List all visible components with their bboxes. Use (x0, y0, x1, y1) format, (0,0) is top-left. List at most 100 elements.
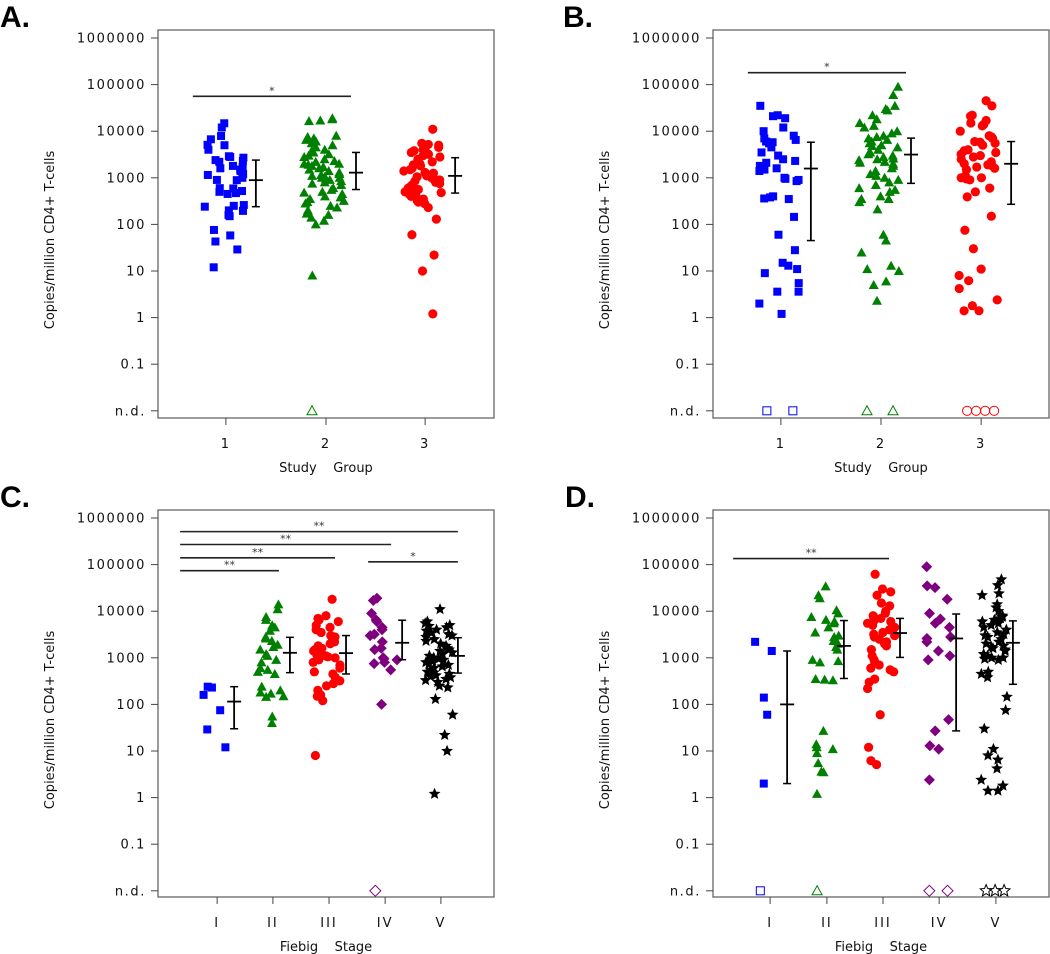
data-point (992, 784, 1004, 796)
data-point (986, 211, 996, 221)
series-IV (364, 592, 410, 898)
x-tick-label: 1 (221, 437, 231, 452)
data-point (220, 119, 229, 128)
data-point (945, 631, 957, 643)
data-point (301, 134, 312, 144)
data-point (755, 299, 764, 308)
data-point (874, 660, 884, 670)
data-point (970, 187, 980, 197)
plot-frame (712, 29, 1050, 419)
data-point (990, 138, 1000, 148)
data-point (371, 616, 383, 628)
y-tick-label: n.d. (670, 884, 701, 899)
data-point (991, 762, 1003, 774)
data-point (875, 191, 886, 201)
data-point (889, 667, 899, 677)
data-point (325, 639, 335, 649)
data-point (976, 173, 987, 183)
data-point (833, 656, 844, 666)
data-point (876, 598, 886, 608)
data-point (965, 111, 976, 121)
data-point (434, 142, 444, 152)
data-point (433, 679, 446, 691)
data-point (299, 187, 310, 197)
data-point (759, 693, 768, 702)
not-detected-point (980, 405, 991, 416)
data-point (399, 166, 409, 176)
data-point (261, 691, 272, 701)
data-point (966, 118, 976, 128)
data-point (310, 750, 321, 761)
data-point (883, 194, 894, 204)
series-I (199, 682, 242, 752)
data-point (868, 120, 879, 130)
data-point (818, 725, 829, 735)
series-I (751, 637, 795, 896)
data-point (892, 126, 903, 136)
data-point (224, 206, 233, 215)
data-point (231, 189, 240, 198)
data-point (982, 784, 994, 796)
data-point (366, 607, 378, 619)
data-point (435, 152, 445, 162)
data-point (762, 158, 771, 167)
data-point (881, 641, 892, 651)
data-point (238, 187, 247, 196)
data-point (431, 214, 441, 224)
data-point (271, 654, 282, 664)
y-tick-label: 100 (671, 218, 701, 233)
data-point (333, 616, 343, 627)
data-point (829, 631, 840, 641)
data-point (870, 569, 880, 579)
data-point (999, 704, 1012, 716)
data-point (881, 235, 892, 245)
data-point (238, 156, 247, 165)
data-point (441, 681, 454, 693)
data-point (229, 184, 238, 193)
data-point (199, 690, 208, 699)
data-point (871, 295, 882, 305)
x-tick-label: 2 (321, 437, 331, 452)
data-point (429, 692, 442, 705)
data-point (306, 138, 317, 148)
data-point (446, 646, 459, 658)
data-point (265, 688, 276, 698)
data-point (977, 121, 987, 131)
y-axis-title: Copies/million CD4+ T-cells (43, 151, 58, 330)
data-point (423, 657, 435, 669)
data-point (818, 767, 829, 777)
y-tick-label: 1000000 (77, 32, 146, 47)
data-point (820, 581, 831, 591)
data-point (314, 163, 325, 173)
data-point (220, 141, 229, 150)
data-point (944, 650, 956, 662)
data-point (255, 644, 266, 654)
data-point (923, 774, 935, 786)
data-point (784, 195, 793, 204)
panel-letter: A. (0, 1, 30, 34)
data-point (256, 681, 267, 691)
y-tick-label: 10 (126, 265, 146, 280)
x-tick-label: II (821, 916, 833, 931)
data-point (275, 685, 286, 695)
data-point (871, 170, 882, 180)
data-point (814, 593, 825, 603)
data-point (332, 202, 343, 212)
significance-label: ** (224, 559, 236, 572)
series-3 (399, 124, 463, 319)
series-2 (854, 81, 918, 416)
data-point (773, 287, 782, 296)
not-detected-point (971, 405, 982, 416)
data-point (833, 608, 844, 618)
significance-label: ** (280, 532, 292, 545)
data-point (806, 612, 817, 622)
data-point (884, 186, 895, 196)
data-point (233, 245, 242, 254)
y-tick-label: 1000000 (632, 32, 701, 47)
data-point (331, 130, 342, 140)
data-point (336, 180, 347, 190)
y-tick-label: n.d. (115, 404, 146, 419)
data-point (890, 184, 901, 194)
data-point (767, 143, 776, 152)
data-point (878, 627, 888, 638)
